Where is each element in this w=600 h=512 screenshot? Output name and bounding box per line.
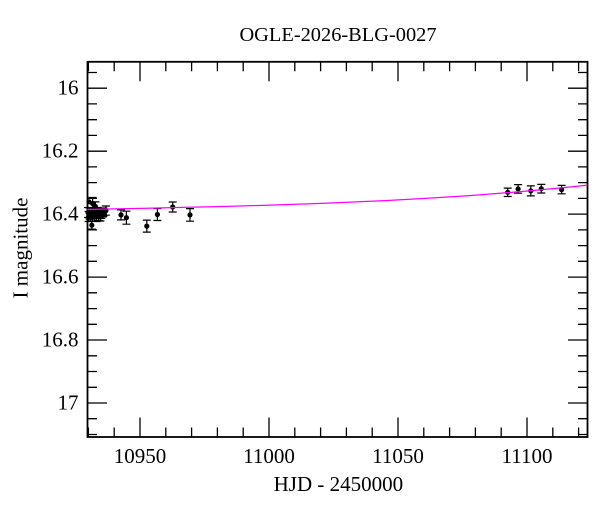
svg-text:11000: 11000 <box>243 444 295 468</box>
svg-text:HJD - 2450000: HJD - 2450000 <box>274 472 404 496</box>
svg-text:16.8: 16.8 <box>42 327 79 351</box>
svg-text:16.4: 16.4 <box>42 202 79 226</box>
svg-text:11050: 11050 <box>372 444 424 468</box>
svg-text:I magnitude: I magnitude <box>9 198 33 299</box>
svg-text:16.6: 16.6 <box>42 265 79 289</box>
svg-text:10950: 10950 <box>114 444 167 468</box>
svg-text:16.2: 16.2 <box>42 139 79 163</box>
svg-text:16: 16 <box>58 76 79 100</box>
svg-text:11100: 11100 <box>502 444 553 468</box>
svg-text:OGLE-2026-BLG-0027: OGLE-2026-BLG-0027 <box>239 24 436 46</box>
svg-text:17: 17 <box>58 390 79 414</box>
